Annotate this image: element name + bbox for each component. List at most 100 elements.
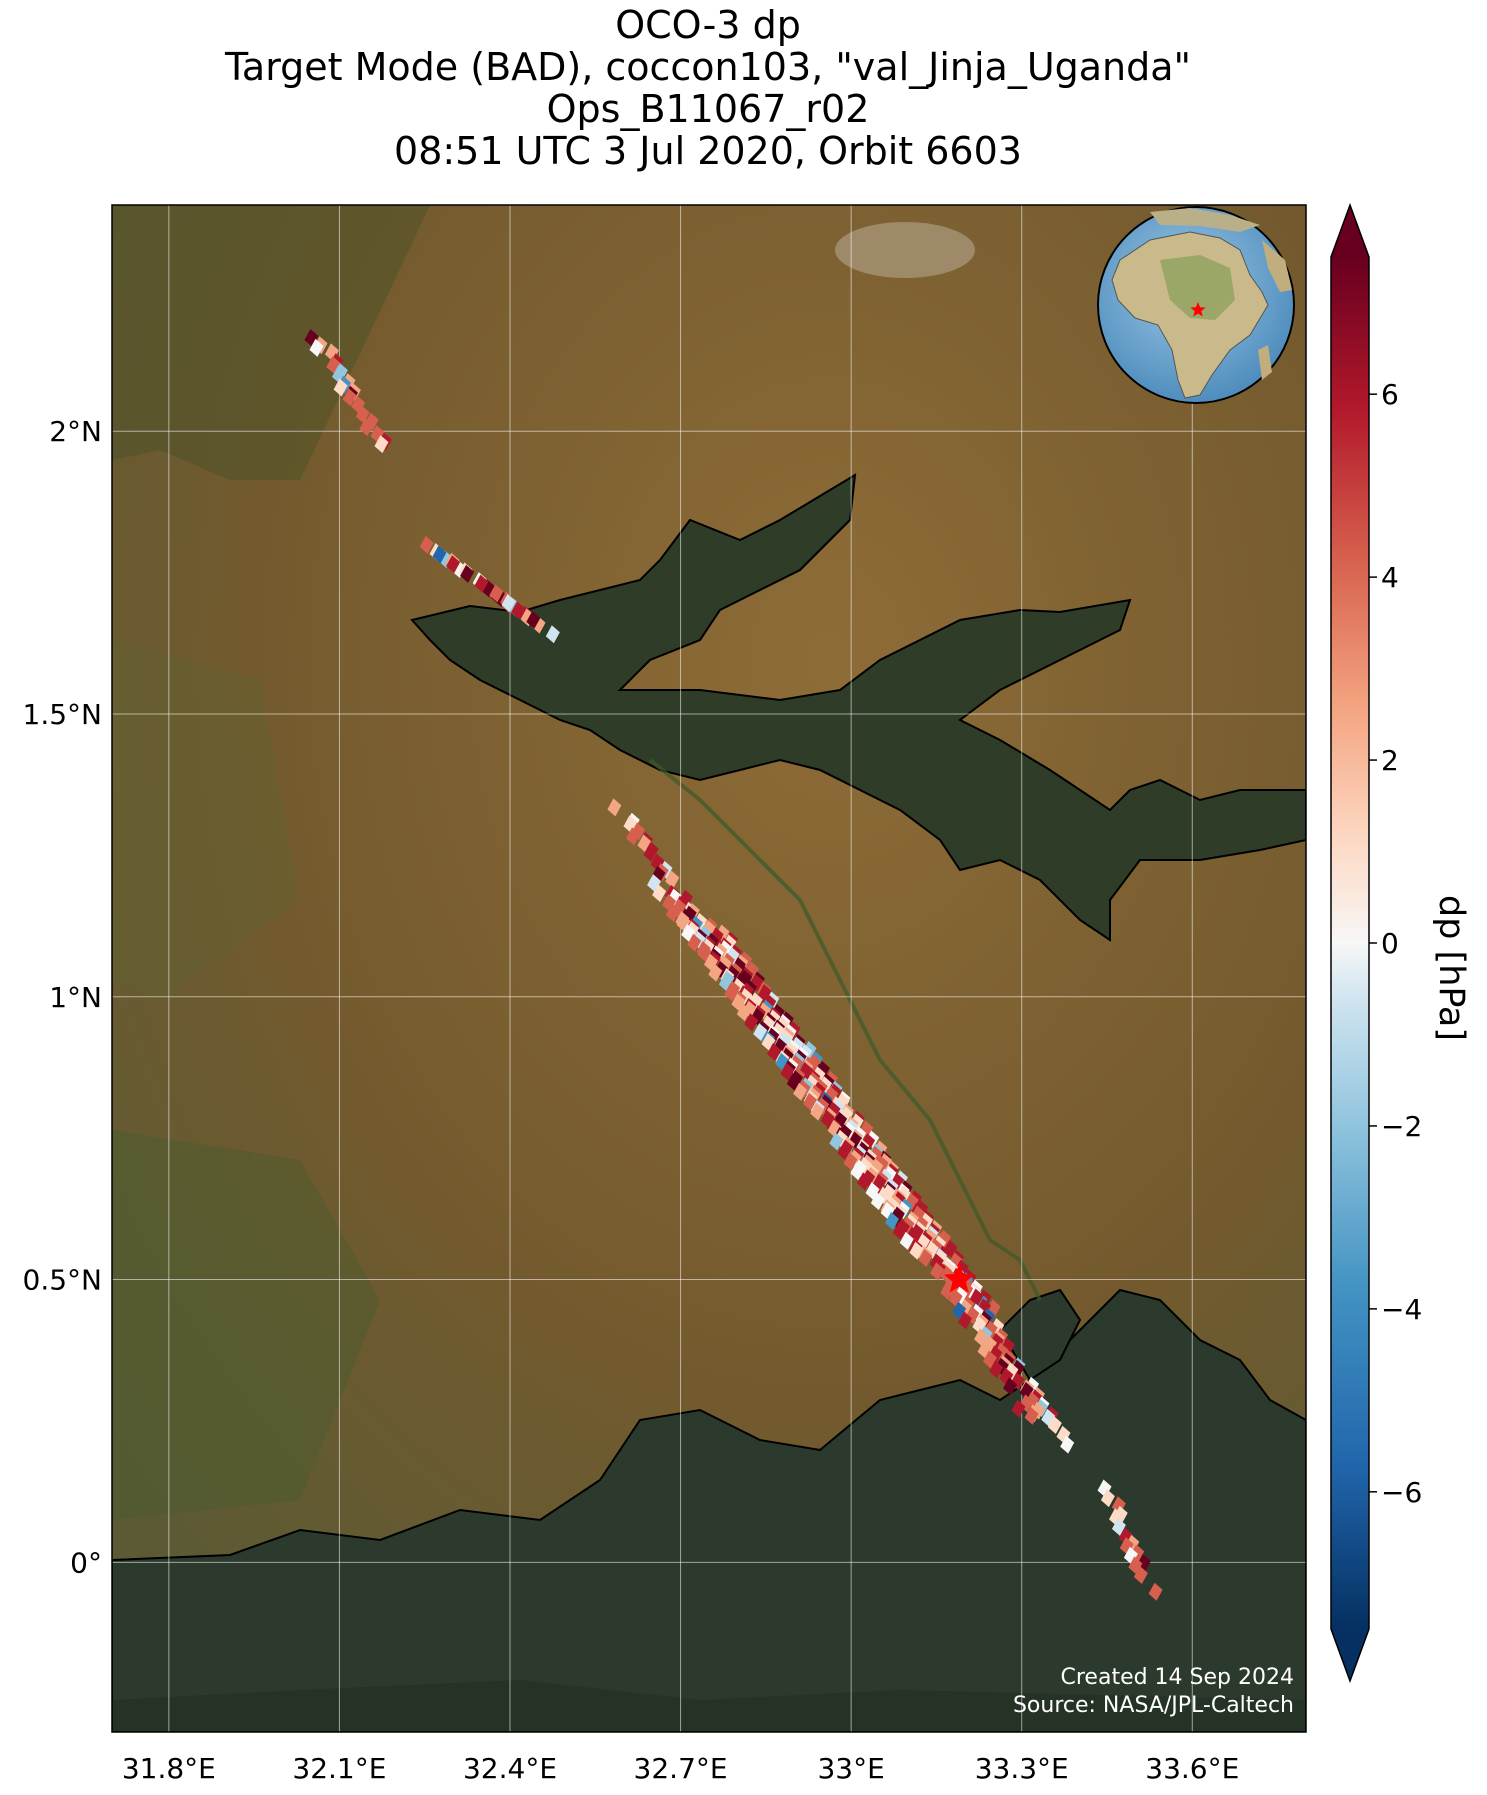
sounding-footprint xyxy=(665,903,680,922)
sounding-footprint xyxy=(885,1211,900,1230)
sounding-footprint xyxy=(480,579,495,598)
sounding-footprint xyxy=(761,1033,776,1052)
sounding-footprint xyxy=(1047,1415,1062,1434)
sounding-footprint xyxy=(775,1052,790,1071)
sounding-footprint xyxy=(989,1360,1004,1379)
sounding-footprint xyxy=(850,1162,865,1181)
sounding-footprint xyxy=(432,545,447,564)
sounding-footprint xyxy=(757,984,772,1003)
colorbar-tick-label: −2 xyxy=(1381,1110,1422,1143)
sounding-footprint xyxy=(948,1289,963,1308)
vegetation-patch xyxy=(112,1130,380,1520)
arabia-landmass xyxy=(1262,240,1292,292)
sounding-footprint xyxy=(665,870,680,889)
sounding-footprint xyxy=(304,328,319,347)
lon-tick-label: 33°E xyxy=(817,1752,884,1785)
credit-line-2: Source: NASA/JPL-Caltech xyxy=(1013,1693,1294,1718)
sounding-footprint xyxy=(1108,1508,1123,1527)
sounding-footprint xyxy=(703,953,718,972)
vegetation-patch xyxy=(112,205,430,480)
sounding-footprint xyxy=(643,844,658,863)
gridlines xyxy=(112,205,1306,1732)
sounding-footprint xyxy=(793,1082,808,1101)
sounding-footprint xyxy=(1128,1556,1143,1575)
sounding-footprint xyxy=(332,365,347,384)
africa-vegetation xyxy=(1160,255,1235,320)
sounding-footprint xyxy=(909,1241,924,1260)
colorbar-tick-label: 2 xyxy=(1381,744,1399,777)
sounding-footprint xyxy=(753,1023,768,1042)
map-panel: Created 14 Sep 2024 Source: NASA/JPL-Cal… xyxy=(112,205,1306,1732)
sounding-footprint xyxy=(374,435,389,454)
sounding-footprint xyxy=(1024,1406,1039,1425)
sounding-footprint xyxy=(972,1315,987,1334)
sounding-footprint xyxy=(650,853,665,872)
target-star-icon xyxy=(944,1263,975,1293)
sounding-footprint xyxy=(1118,1527,1133,1546)
lake-victoria xyxy=(112,1288,1306,1732)
sounding-footprint xyxy=(676,913,691,932)
lat-tick-label: 2°N xyxy=(49,415,102,448)
sounding-footprint xyxy=(545,625,560,644)
sounding-footprint xyxy=(930,1262,945,1281)
lon-tick-label: 32.4°E xyxy=(463,1752,557,1785)
madagascar-landmass xyxy=(1258,345,1272,380)
sounding-footprint xyxy=(333,378,348,397)
sounding-footprint xyxy=(1133,1565,1148,1584)
sounding-footprint xyxy=(1097,1479,1112,1498)
title-line-2: Target Mode (BAD), coccon103, "val_Jinja… xyxy=(224,45,1192,89)
figure-title: OCO-3 dp Target Mode (BAD), coccon103, "… xyxy=(0,4,1416,172)
sounding-footprint xyxy=(1148,1582,1163,1601)
colorbar: 6 4 2 0 −2 −4 −6 dp [hPa] xyxy=(1330,202,1471,1684)
colorbar-tick-labels: 6 4 2 0 −2 −4 −6 xyxy=(1369,378,1422,1509)
lon-tick-label: 31.8°E xyxy=(122,1752,216,1785)
sounding-footprint xyxy=(829,1132,844,1151)
sounding-footprint xyxy=(520,608,535,627)
sounding-footprint xyxy=(681,923,696,942)
sounding-footprint xyxy=(843,1152,858,1171)
colorbar-label: dp [hPa] xyxy=(1431,895,1471,1041)
title-line-4: 08:51 UTC 3 Jul 2020, Orbit 6603 xyxy=(394,129,1022,173)
lat-tick-label: 0.5°N xyxy=(23,1264,102,1297)
sounding-footprint xyxy=(982,1350,997,1369)
sounding-footprint xyxy=(342,388,357,407)
sounding-footprint xyxy=(780,1062,795,1081)
sounding-footprint xyxy=(820,1109,835,1128)
sounding-footprint xyxy=(810,1102,825,1121)
sounding-footprint xyxy=(744,1013,759,1032)
colorbar-tick-label: 4 xyxy=(1381,561,1399,594)
sounding-footprint xyxy=(460,564,475,583)
sounding-footprint xyxy=(958,1311,973,1330)
sounding-footprint xyxy=(766,1043,781,1062)
sounding-footprint xyxy=(718,973,733,992)
colorbar-outline xyxy=(1330,202,1370,1684)
sounding-footprint xyxy=(1123,1546,1138,1565)
sounding-footprint xyxy=(697,943,712,962)
sounding-footprint xyxy=(652,884,667,903)
inset-globe xyxy=(1097,206,1295,404)
sounding-footprint xyxy=(880,1202,895,1221)
cloud xyxy=(835,222,975,278)
sounding-footprint xyxy=(1100,1489,1115,1508)
lon-tick-label: 32.1°E xyxy=(292,1752,386,1785)
sounding-footprint xyxy=(1111,1517,1126,1536)
sounding-footprint xyxy=(451,559,466,578)
sounding-footprint xyxy=(708,963,723,982)
sounding-footprint xyxy=(324,343,339,362)
vegetation-patch xyxy=(112,640,300,1000)
sounding-footprint xyxy=(857,1172,872,1191)
sounding-footprint xyxy=(637,834,652,853)
globe-target-star-icon xyxy=(1190,302,1206,317)
sounding-footprint xyxy=(1119,1537,1134,1556)
sounding-footprint xyxy=(1056,1425,1071,1444)
sounding-footprint xyxy=(918,1248,933,1267)
sounding-footprint xyxy=(827,1119,842,1138)
credit-line-1: Created 14 Sep 2024 xyxy=(1061,1665,1295,1690)
lon-tick-label: 33.6°E xyxy=(1145,1752,1239,1785)
sounding-footprint xyxy=(892,1221,907,1240)
sounding-footprint xyxy=(1011,1399,1026,1418)
sounding-footprint xyxy=(309,338,324,357)
sounding-footprint xyxy=(662,894,677,913)
sounding-footprint xyxy=(351,395,366,414)
